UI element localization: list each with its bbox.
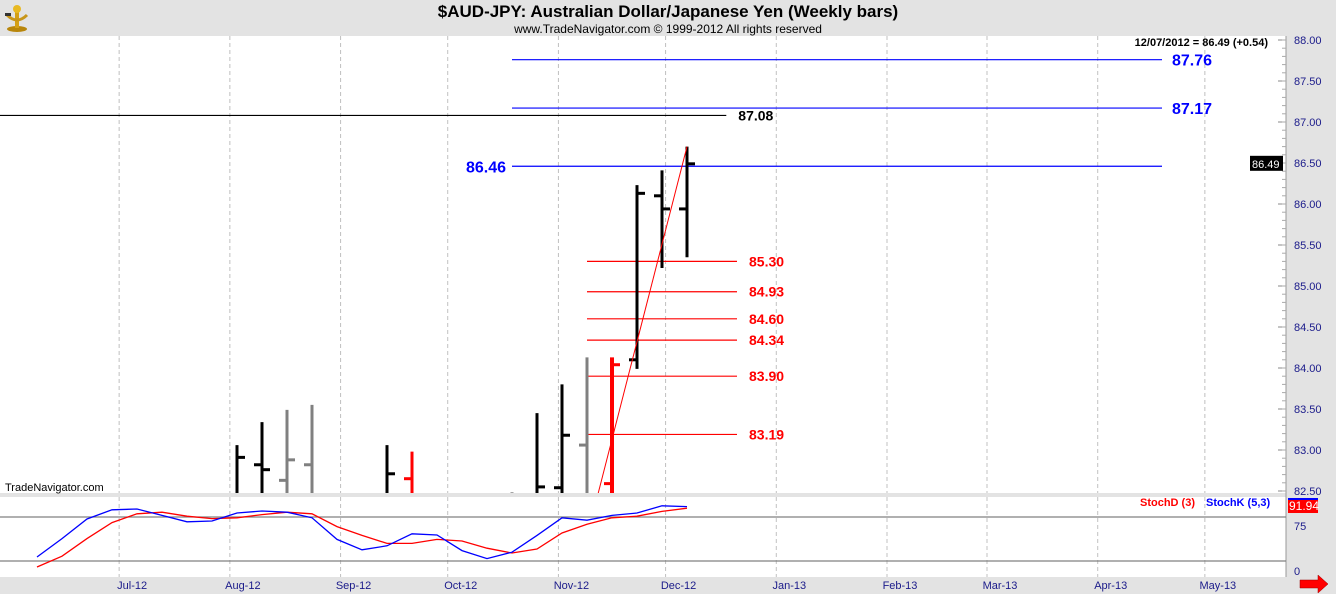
y-tick-label: 0	[1294, 566, 1300, 578]
y-tick-label: 87.00	[1294, 117, 1322, 129]
current-price-box	[1250, 155, 1283, 171]
x-tick-label: Jan-13	[772, 580, 806, 592]
current-stoch-box	[1288, 498, 1318, 513]
y-tick-label: 85.00	[1294, 281, 1322, 293]
y-tick-label: 86.00	[1294, 199, 1322, 211]
price-plot: 87.76 87.17 87.08 86.46 85.30 84.93 84.60 84.34…	[0, 53, 1212, 493]
stoch-series-line	[36, 505, 688, 560]
level-label: 84.93	[749, 284, 784, 300]
chart-subtitle: www.TradeNavigator.com © 1999-2012 All r…	[514, 22, 822, 36]
y-tick-label: 83.00	[1294, 445, 1322, 457]
current-price-label: 86.49	[1252, 159, 1280, 171]
trendline	[597, 146, 688, 493]
y-tick-label: 86.50	[1294, 158, 1322, 170]
legend-stochd: StochD (3)	[1140, 497, 1195, 509]
level-label: 84.34	[749, 332, 784, 348]
x-tick-label: Sep-12	[336, 580, 371, 592]
red-arrow-right-icon[interactable]	[1299, 574, 1329, 594]
y-tick-label: 82.50	[1294, 486, 1322, 498]
x-tick-label: Dec-12	[661, 580, 696, 592]
level-label: 83.90	[749, 368, 784, 384]
chart-title: $AUD-JPY: Australian Dollar/Japanese Yen…	[437, 2, 899, 21]
x-tick-label: Nov-12	[554, 580, 589, 592]
level-label: 87.17	[1172, 101, 1212, 118]
level-label: 83.19	[749, 426, 784, 442]
x-tick-label: Aug-12	[225, 580, 260, 592]
stochastic-panel	[0, 497, 1286, 577]
gold-trophy-icon	[4, 3, 30, 33]
stoch-series-line	[36, 507, 688, 568]
x-tick-label: Feb-13	[883, 580, 918, 592]
x-tick-label: May-13	[1200, 580, 1237, 592]
level-label: 87.76	[1172, 53, 1212, 70]
level-label: 87.08	[738, 107, 773, 123]
legend-stochk: StochK (5,3)	[1206, 497, 1271, 509]
x-tick-label: Mar-13	[983, 580, 1018, 592]
price-panel	[0, 36, 1286, 493]
y-axis-area	[1286, 36, 1336, 577]
y-tick-label: 83.50	[1294, 404, 1322, 416]
x-tick-label: Oct-12	[444, 580, 477, 592]
y-tick-label: 84.50	[1294, 322, 1322, 334]
current-stoch-label: 91.94	[1289, 499, 1319, 513]
current-stoch-box-top	[1288, 498, 1318, 500]
level-label: 85.30	[749, 253, 784, 269]
x-tick-label: Jul-12	[117, 580, 147, 592]
y-tick-label: 75	[1294, 521, 1306, 533]
level-label: 84.60	[749, 311, 784, 327]
last-quote-label: 12/07/2012 = 86.49 (+0.54)	[1135, 37, 1269, 49]
y-tick-label: 85.50	[1294, 240, 1322, 252]
level-label: 86.46	[466, 159, 506, 176]
x-tick-label: Apr-13	[1094, 580, 1127, 592]
watermark-label: TradeNavigator.com	[5, 482, 104, 494]
y-tick-label: 88.00	[1294, 35, 1322, 47]
y-tick-label: 84.00	[1294, 363, 1322, 375]
y-tick-label: 87.50	[1294, 76, 1322, 88]
